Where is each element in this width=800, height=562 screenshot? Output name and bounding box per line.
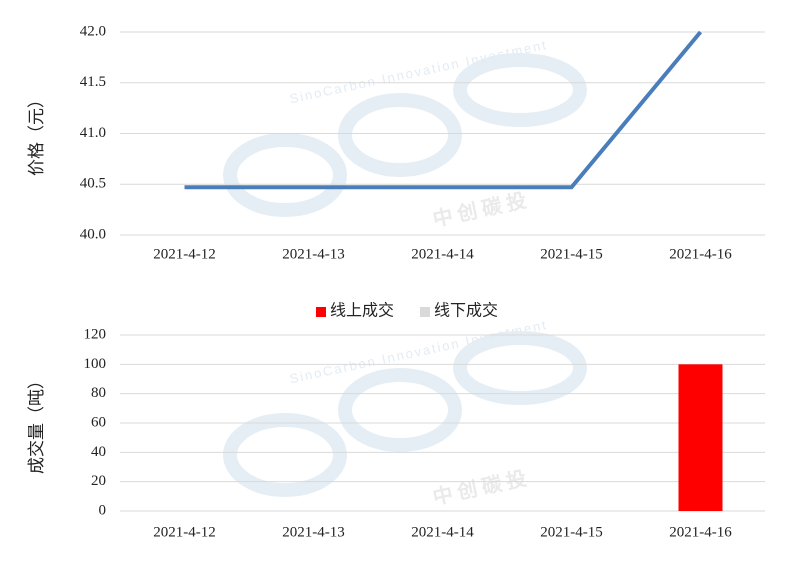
x-tick-label: 2021-4-13 <box>282 524 345 540</box>
line <box>184 30 703 190</box>
y-tick-label: 0 <box>99 502 107 518</box>
y-tick-label: 100 <box>84 356 107 372</box>
y-tick-label: 20 <box>91 473 106 489</box>
legend-label: 线下成交 <box>434 302 498 320</box>
y-tick-label: 42.0 <box>80 23 106 39</box>
y-tick-label: 41.0 <box>80 125 106 141</box>
legend-swatch <box>420 307 430 317</box>
legend-label: 线上成交 <box>330 302 394 320</box>
x-tick-label: 2021-4-16 <box>669 524 732 540</box>
y-tick-label: 41.5 <box>80 74 106 90</box>
legend-swatch <box>316 307 326 317</box>
x-tick-label: 2021-4-12 <box>153 524 216 540</box>
x-tick-label: 2021-4-16 <box>669 246 732 262</box>
y-tick-label: 120 <box>84 326 107 342</box>
y-tick-label: 40.5 <box>80 176 106 192</box>
bar <box>678 364 723 511</box>
watermark-text: 中 创 碳 投 <box>431 188 529 231</box>
y-tick-label: 40 <box>91 444 106 460</box>
watermark-shapes <box>223 53 587 497</box>
y-tick-label: 60 <box>91 414 106 430</box>
x-tick-label: 2021-4-15 <box>540 524 603 540</box>
x-tick-label: 2021-4-14 <box>411 524 474 540</box>
y-axis-title: 成交量（吨） <box>27 372 46 474</box>
y-tick-label: 40.0 <box>80 226 106 242</box>
x-tick-label: 2021-4-15 <box>540 246 603 262</box>
y-tick-label: 80 <box>91 385 106 401</box>
y-axis-title: 价格（元） <box>27 91 46 176</box>
x-tick-label: 2021-4-13 <box>282 246 345 262</box>
x-tick-label: 2021-4-12 <box>153 246 216 262</box>
x-tick-label: 2021-4-14 <box>411 246 474 262</box>
watermark-text: 中 创 碳 投 <box>431 466 529 509</box>
